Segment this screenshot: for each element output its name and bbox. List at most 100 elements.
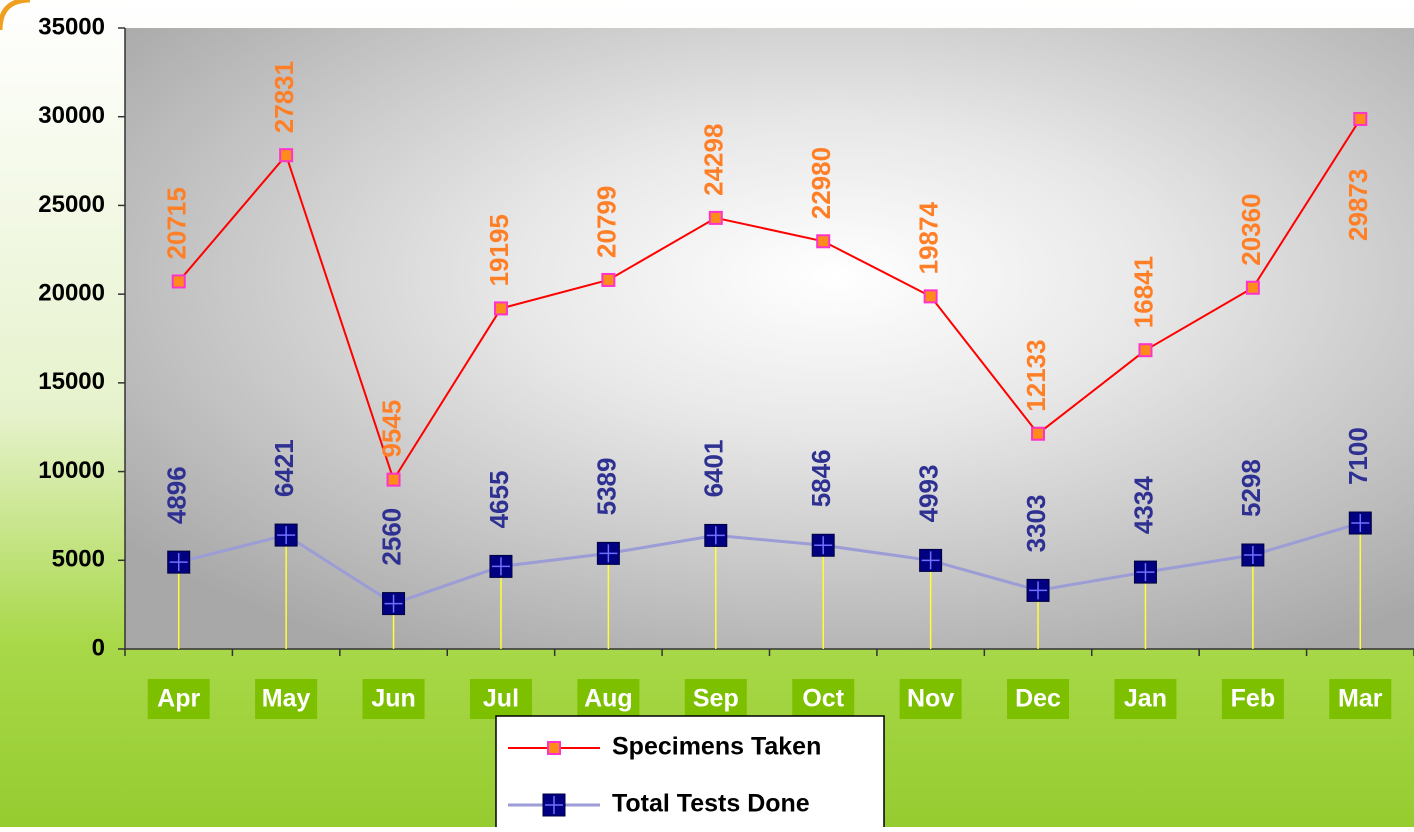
x-tick-label: May xyxy=(262,685,311,713)
x-label-bg xyxy=(1329,679,1392,719)
marker-square xyxy=(493,301,508,316)
marker-plus xyxy=(169,553,188,572)
data-label: 19195 xyxy=(484,214,514,286)
y-tick-label: 10000 xyxy=(38,457,105,484)
x-label-bg xyxy=(1007,679,1070,719)
marker-square xyxy=(171,274,186,289)
marker xyxy=(1348,511,1372,535)
marker-square xyxy=(1245,280,1260,295)
data-label: 24298 xyxy=(699,124,729,196)
marker-plus xyxy=(1136,563,1155,582)
data-label: 4993 xyxy=(914,465,944,523)
x-label-bg xyxy=(469,679,532,719)
x-label-bg xyxy=(792,679,855,719)
data-label: 2560 xyxy=(376,508,406,566)
marker xyxy=(1133,560,1157,584)
marker xyxy=(489,554,513,578)
marker xyxy=(382,592,406,616)
y-tick-label: 15000 xyxy=(38,368,105,395)
marker-square xyxy=(547,741,561,755)
data-label: 27831 xyxy=(269,61,299,133)
marker xyxy=(279,148,294,163)
marker xyxy=(1353,111,1368,126)
x-tick-label: Mar xyxy=(1338,685,1383,713)
marker-square xyxy=(601,272,616,287)
data-label: 4334 xyxy=(1128,476,1158,534)
marker xyxy=(601,272,616,287)
x-label-bg xyxy=(899,679,962,719)
marker xyxy=(1031,426,1046,441)
data-label: 7100 xyxy=(1343,427,1373,485)
marker xyxy=(1026,578,1050,602)
data-label: 5389 xyxy=(591,458,621,516)
marker xyxy=(386,472,401,487)
data-label: 20360 xyxy=(1236,193,1266,265)
x-label-bg xyxy=(147,679,210,719)
marker-square xyxy=(923,289,938,304)
marker-plus xyxy=(491,557,510,576)
data-label: 29873 xyxy=(1343,169,1373,241)
data-label: 5298 xyxy=(1236,459,1266,517)
marker xyxy=(274,523,298,547)
marker xyxy=(493,301,508,316)
marker-square xyxy=(816,234,831,249)
marker xyxy=(596,541,620,565)
marker-plus xyxy=(921,551,940,570)
marker xyxy=(542,793,566,817)
data-label: 22980 xyxy=(806,147,836,219)
marker xyxy=(919,548,943,572)
x-label-bg xyxy=(362,679,425,719)
series-line xyxy=(178,521,1361,606)
data-label: 4655 xyxy=(484,471,514,529)
x-tick-label: Sep xyxy=(693,685,739,713)
x-label-bg xyxy=(577,679,640,719)
y-tick-label: 0 xyxy=(92,634,105,661)
data-label: 9545 xyxy=(376,400,406,458)
data-label: 6401 xyxy=(699,440,729,498)
y-tick-label: 5000 xyxy=(52,546,105,573)
x-label-bg xyxy=(684,679,747,719)
marker xyxy=(923,289,938,304)
x-tick-label: Jan xyxy=(1124,685,1167,713)
plot-area xyxy=(125,28,1414,649)
data-label: 16841 xyxy=(1128,256,1158,328)
marker-square xyxy=(708,210,723,225)
y-tick-label: 30000 xyxy=(38,102,105,129)
x-label-bg xyxy=(1114,679,1177,719)
marker xyxy=(816,234,831,249)
x-tick-label: Nov xyxy=(907,685,954,713)
marker xyxy=(167,550,191,574)
data-label: 3303 xyxy=(1021,495,1051,553)
data-label: 12133 xyxy=(1021,339,1051,411)
marker-plus xyxy=(277,526,296,545)
series-line xyxy=(177,118,1362,482)
marker-plus xyxy=(814,536,833,555)
data-label: 6421 xyxy=(269,439,299,497)
data-label: 19874 xyxy=(914,202,944,275)
x-tick-label: Apr xyxy=(157,685,200,713)
marker-plus xyxy=(1351,514,1370,533)
marker xyxy=(811,533,835,557)
x-tick-label: Aug xyxy=(584,685,633,713)
x-label-bg xyxy=(255,679,318,719)
marker-plus xyxy=(1243,545,1262,564)
x-tick-label: Oct xyxy=(802,685,844,713)
frame-corner xyxy=(0,0,31,31)
marker-plus xyxy=(384,594,403,613)
x-label-bg xyxy=(1221,679,1284,719)
marker-square xyxy=(1031,426,1046,441)
x-tick-label: Dec xyxy=(1015,685,1061,713)
marker xyxy=(704,523,728,547)
marker xyxy=(1138,343,1153,358)
marker xyxy=(171,274,186,289)
y-tick-label: 20000 xyxy=(38,279,105,306)
marker xyxy=(547,741,561,755)
data-label: 20715 xyxy=(162,187,192,259)
y-tick-label: 35000 xyxy=(38,13,105,40)
marker-square xyxy=(1353,111,1368,126)
marker-plus xyxy=(706,526,725,545)
marker-square xyxy=(1138,343,1153,358)
data-label: 4896 xyxy=(162,466,192,524)
marker xyxy=(708,210,723,225)
x-tick-label: Jul xyxy=(483,685,519,713)
